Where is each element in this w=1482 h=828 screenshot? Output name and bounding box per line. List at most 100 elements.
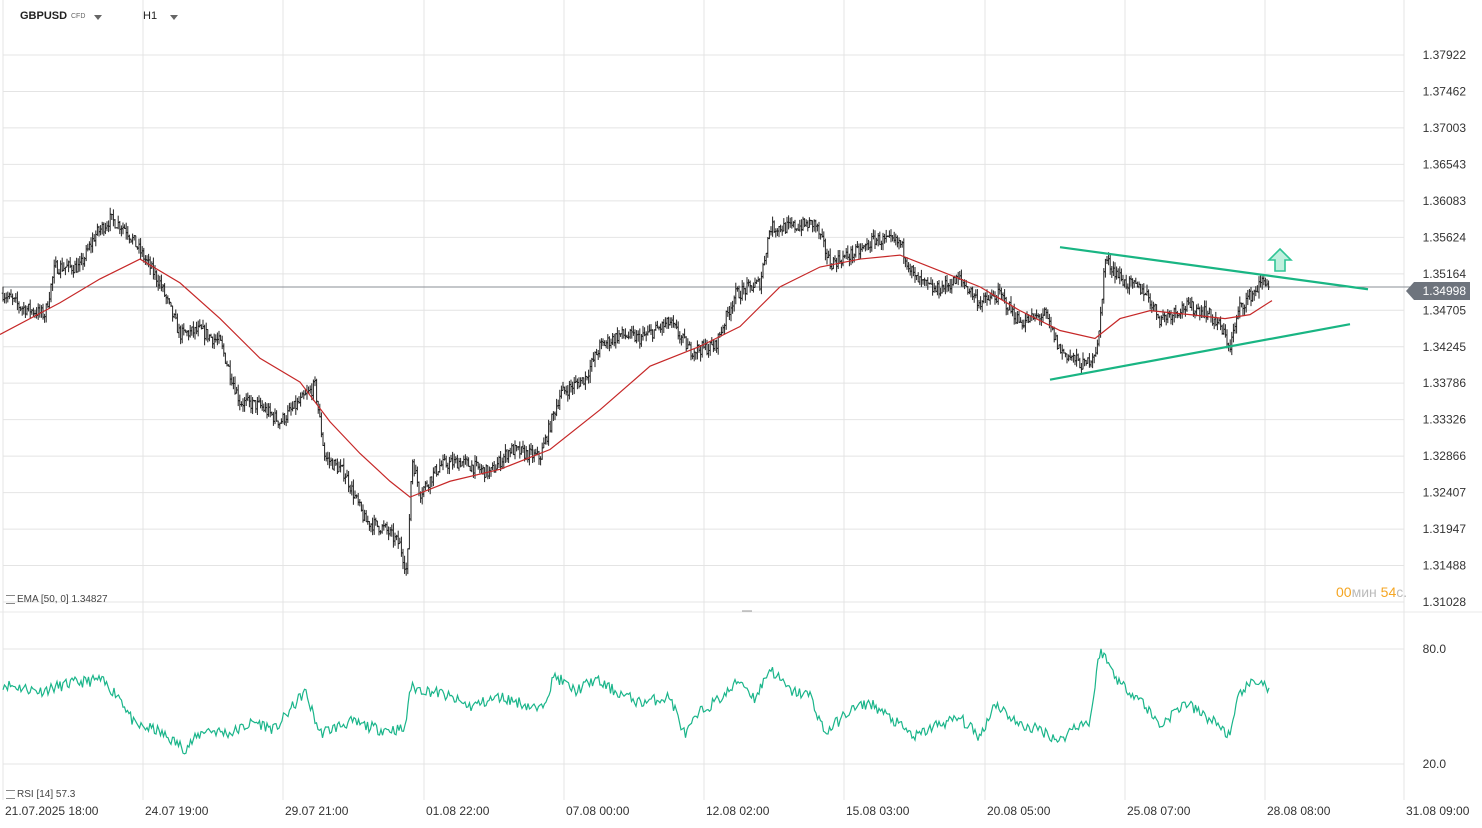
ohlc-bar	[1081, 352, 1085, 370]
ohlc-bar	[827, 250, 830, 259]
price-axis-label: 1.31028	[1423, 595, 1467, 609]
ohlc-bar	[236, 384, 240, 407]
ohlc-bar	[59, 260, 62, 279]
ohlc-bar	[457, 457, 461, 471]
ohlc-bar	[700, 340, 704, 358]
ohlc-bar	[166, 295, 170, 304]
ohlc-bar	[1080, 363, 1083, 373]
ohlc-bar	[948, 278, 952, 294]
ohlc-bar	[1248, 288, 1251, 300]
timeframe-selector[interactable]: H1	[143, 10, 157, 22]
ohlc-bar	[372, 514, 376, 535]
ohlc-bar	[347, 471, 350, 493]
ohlc-bar	[721, 324, 725, 334]
ohlc-bar	[728, 305, 731, 321]
ohlc-bar	[1217, 318, 1221, 325]
ohlc-bar	[228, 360, 232, 386]
ema-indicator-legend[interactable]: EMA [50, 0] 1.34827	[6, 594, 108, 605]
ohlc-bar	[387, 526, 390, 541]
ohlc-bar	[1148, 293, 1152, 310]
ohlc-bar	[932, 282, 936, 293]
ohlc-bar	[929, 277, 933, 285]
ohlc-bar	[320, 412, 323, 438]
time-axis-label: 25.08 07:00	[1127, 804, 1191, 818]
ohlc-bar	[97, 225, 101, 237]
ohlc-bar	[713, 340, 717, 351]
ohlc-bar	[654, 321, 658, 331]
ohlc-bar	[177, 323, 181, 338]
ohlc-bar	[739, 290, 742, 305]
ohlc-bar	[1155, 304, 1158, 320]
ohlc-bar	[260, 400, 264, 411]
rsi-indicator-legend[interactable]: RSI [14] 57.3	[6, 789, 75, 800]
indicator-settings-icon[interactable]	[6, 789, 15, 799]
ohlc-bar	[180, 324, 184, 344]
ohlc-bar	[406, 548, 410, 575]
symbol-dropdown-caret-icon[interactable]	[94, 15, 102, 20]
ohlc-bar	[668, 317, 672, 326]
ohlc-bar	[1006, 307, 1010, 315]
ohlc-bar	[374, 517, 378, 526]
ohlc-bar	[500, 457, 504, 470]
ohlc-bar	[1044, 307, 1048, 319]
ohlc-bar	[950, 278, 954, 294]
ohlc-bar	[350, 481, 354, 496]
ohlc-bar	[187, 330, 190, 341]
ohlc-bar	[816, 223, 819, 232]
ohlc-bar	[296, 397, 299, 411]
ohlc-bar	[1011, 307, 1014, 317]
ohlc-bar	[478, 463, 482, 474]
ohlc-bar	[564, 385, 568, 396]
ohlc-bar	[484, 464, 488, 478]
timeframe-dropdown-caret-icon[interactable]	[170, 15, 178, 20]
ohlc-bar	[214, 334, 218, 343]
price-axis-label: 1.34705	[1423, 303, 1467, 317]
ohlc-bar	[396, 530, 400, 549]
ohlc-bar	[612, 333, 616, 347]
ohlc-bar	[188, 324, 192, 338]
ohlc-bar	[1265, 279, 1269, 287]
ohlc-bar	[32, 307, 35, 317]
ohlc-bar	[835, 257, 838, 273]
ohlc-bar	[156, 274, 160, 291]
time-axis-label: 20.08 05:00	[987, 804, 1051, 818]
symbol-selector[interactable]: GBPUSD	[20, 10, 67, 22]
ohlc-bar	[1065, 353, 1069, 364]
ohlc-bar	[828, 248, 832, 270]
ohlc-bar	[152, 257, 155, 280]
ohlc-bar	[1088, 353, 1091, 368]
ohlc-bar	[99, 225, 102, 236]
ohlc-bar	[1019, 317, 1022, 323]
ohlc-bar	[1214, 311, 1218, 327]
ohlc-bar	[190, 326, 194, 336]
ohlc-bar	[1035, 309, 1038, 319]
ohlc-bar	[217, 330, 221, 344]
ohlc-bar	[241, 398, 245, 412]
ohlc-bar	[1204, 300, 1208, 323]
ohlc-bar	[108, 207, 112, 232]
ohlc-bar	[1209, 308, 1213, 323]
ohlc-bar	[627, 331, 630, 340]
ohlc-bar	[491, 462, 494, 471]
ohlc-bar	[139, 238, 142, 260]
ohlc-bar	[6, 291, 10, 303]
ohlc-bar	[8, 292, 11, 300]
ohlc-bar	[286, 405, 290, 423]
ohlc-bar	[996, 282, 1000, 305]
ohlc-bar	[1089, 360, 1093, 368]
ohlc-bar	[267, 403, 270, 417]
ohlc-bar	[155, 270, 158, 287]
ohlc-bar	[171, 305, 174, 322]
indicator-settings-icon[interactable]	[6, 594, 15, 604]
ohlc-bar	[195, 321, 198, 335]
ohlc-bar	[89, 237, 93, 254]
ohlc-bar	[1004, 296, 1008, 316]
ohlc-bar	[84, 244, 88, 262]
ohlc-bar	[1078, 357, 1082, 369]
ohlc-bar	[531, 444, 534, 464]
ohlc-bar	[915, 274, 918, 281]
ohlc-bar	[782, 218, 786, 232]
ohlc-bar	[91, 232, 94, 253]
price-axis-label: 1.37462	[1423, 85, 1467, 99]
